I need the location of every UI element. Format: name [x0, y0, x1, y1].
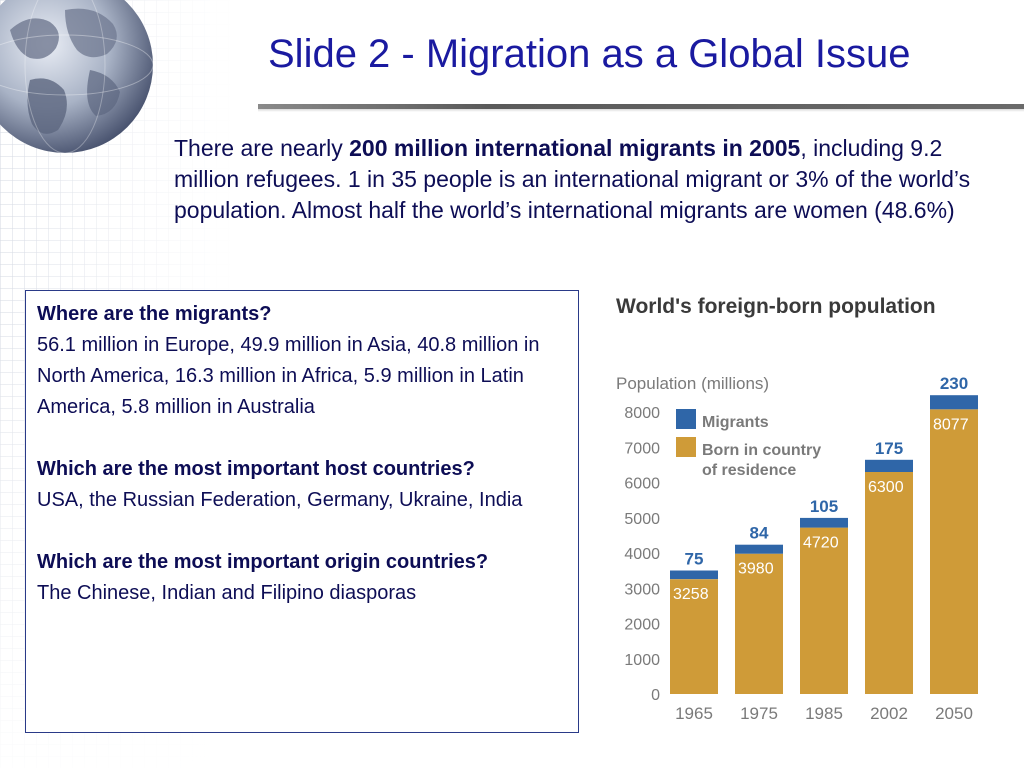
answer-host-countries: USA, the Russian Federation, Germany, Uk… [37, 489, 523, 511]
x-tick-label: 1975 [740, 704, 778, 723]
y-tick-label: 2000 [624, 617, 660, 634]
intro-text-end: , including 9.2 million refugees. 1 in 3… [174, 135, 971, 223]
data-label-born: 4720 [803, 535, 839, 552]
data-label-migrants: 230 [940, 374, 968, 393]
x-tick-label: 2050 [935, 704, 973, 723]
y-tick-label: 3000 [624, 581, 660, 598]
legend-swatch-migrants [676, 409, 696, 429]
data-label-migrants: 175 [875, 439, 903, 458]
answer-where: 56.1 million in Europe, 49.9 million in … [37, 334, 540, 418]
foreign-born-chart: World's foreign-born population Populatio… [616, 295, 978, 723]
intro-text-start: There are nearly [174, 135, 350, 161]
data-label-born: 3980 [738, 561, 774, 578]
data-label-migrants: 75 [685, 550, 704, 569]
legend-swatch-born [676, 437, 696, 457]
data-label-born: 8077 [933, 416, 969, 433]
y-tick-label: 0 [651, 687, 660, 704]
question-origin-countries: Which are the most important origin coun… [37, 551, 489, 573]
slide-title: Slide 2 - Migration as a Global Issue [268, 32, 911, 76]
question-host-countries: Which are the most important host countr… [37, 458, 475, 480]
x-tick-label: 1965 [675, 704, 713, 723]
y-tick-label: 6000 [624, 476, 660, 493]
y-tick-label: 5000 [624, 511, 660, 528]
bar-migrants-2050 [930, 395, 978, 410]
bar-born-1975 [735, 553, 783, 694]
question-where: Where are the migrants? [37, 303, 272, 325]
data-label-migrants: 105 [810, 497, 838, 516]
bar-migrants-2002 [865, 459, 913, 472]
intro-bold-figure: 200 million international migrants in 20… [349, 135, 801, 161]
y-tick-label: 8000 [624, 405, 660, 422]
bar-migrants-1965 [670, 570, 718, 580]
chart-title: World's foreign-born population [616, 295, 936, 318]
data-label-born: 3258 [673, 586, 709, 603]
bar-migrants-1975 [735, 544, 783, 554]
bar-born-2002 [865, 471, 913, 694]
x-tick-label: 2002 [870, 704, 908, 723]
answer-origin-countries: The Chinese, Indian and Filipino diaspor… [37, 582, 417, 604]
data-label-migrants: 84 [750, 524, 769, 543]
y-tick-label: 4000 [624, 546, 660, 563]
bar-migrants-1985 [800, 517, 848, 528]
bar-born-2050 [930, 409, 978, 694]
title-divider-shadow [258, 109, 1024, 112]
y-axis-label: Population (millions) [616, 374, 769, 393]
legend-label-migrants: Migrants [702, 414, 769, 431]
x-tick-label: 1985 [805, 704, 843, 723]
globe-icon [0, 0, 154, 154]
y-tick-label: 1000 [624, 652, 660, 669]
data-label-born: 6300 [868, 479, 904, 496]
bar-born-1985 [800, 527, 848, 694]
title-divider [258, 104, 1024, 109]
y-tick-label: 7000 [624, 440, 660, 457]
migrants-info-box: Where are the migrants? 56.1 million in … [25, 290, 579, 733]
bar-born-1965 [670, 579, 718, 694]
intro-paragraph: There are nearly 200 million internation… [174, 133, 974, 226]
legend-label-born: Born in country of residence [702, 442, 821, 479]
